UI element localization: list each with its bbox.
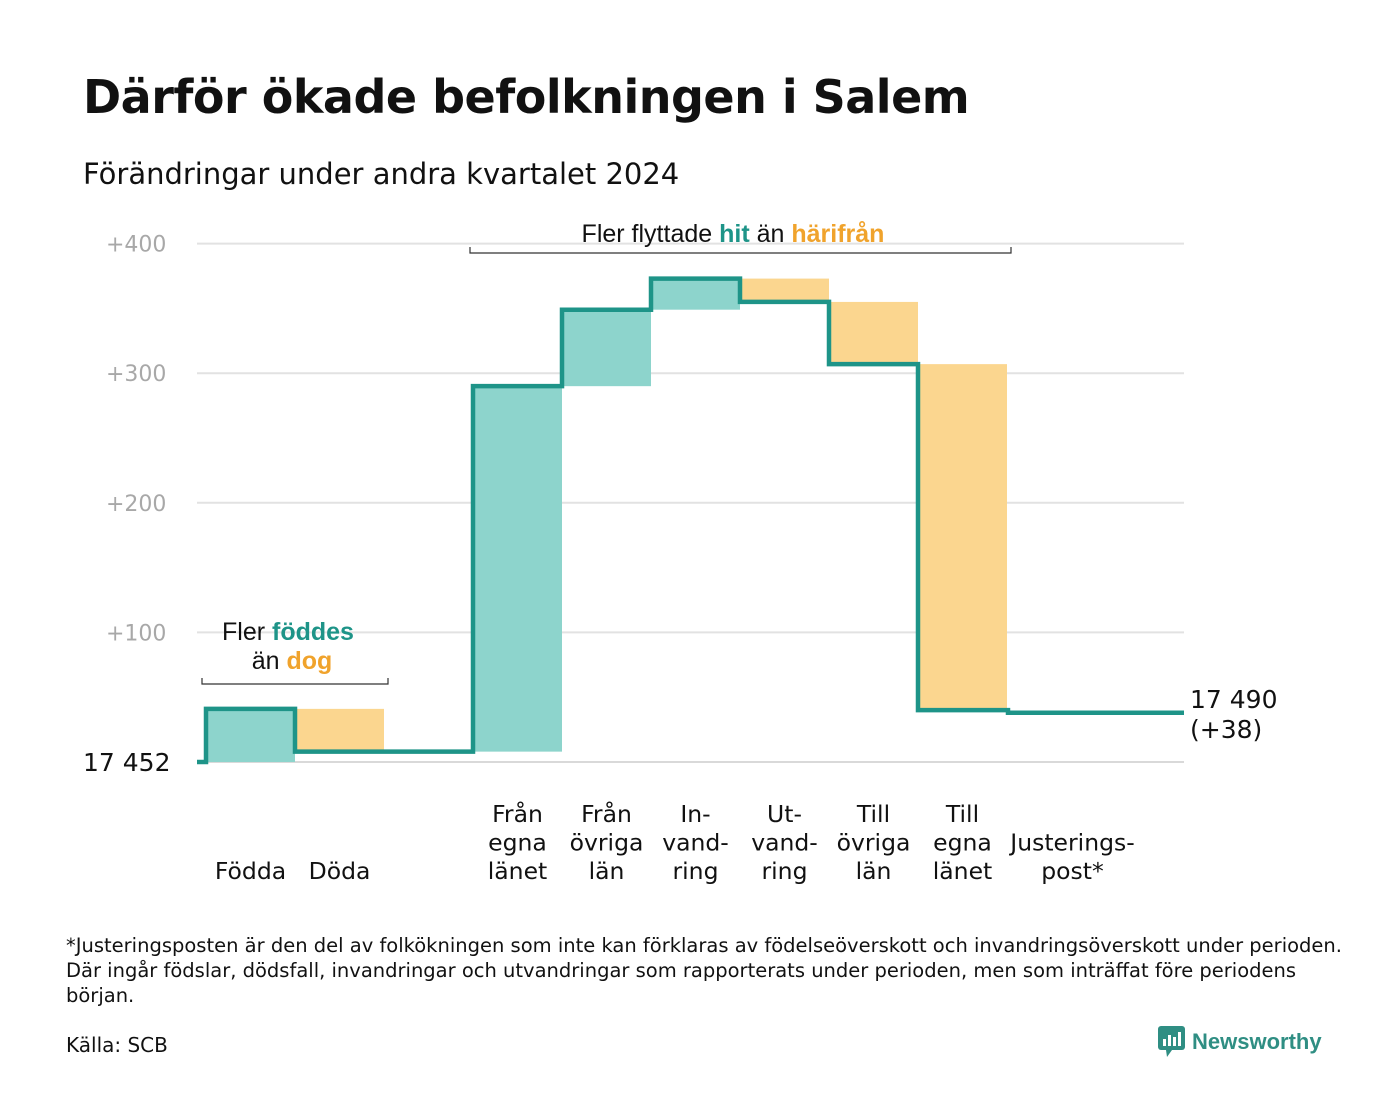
category-label: län bbox=[589, 857, 625, 885]
newsworthy-logo: Newsworthy bbox=[1158, 1026, 1322, 1058]
y-tick-label: +300 bbox=[106, 362, 166, 387]
category-label: Justerings- bbox=[1008, 829, 1134, 857]
y-tick-label: +400 bbox=[106, 233, 166, 258]
y-tick-label: +200 bbox=[106, 492, 166, 517]
category-label: post* bbox=[1041, 857, 1104, 885]
category-label: Till bbox=[945, 800, 979, 828]
annotation-bracket bbox=[469, 247, 1012, 254]
category-label: vand- bbox=[662, 829, 729, 857]
category-label: länet bbox=[933, 857, 993, 885]
annotation-bracket bbox=[201, 678, 389, 685]
end-change-label: (+38) bbox=[1190, 715, 1262, 744]
category-label: ring bbox=[761, 857, 807, 885]
category-label: Födda bbox=[215, 857, 286, 885]
newsworthy-logo-icon bbox=[1158, 1026, 1185, 1057]
waterfall-chart: +100 +200 +300 +400 17 452 17 490(+38) Födda D… bbox=[83, 220, 1277, 885]
brand-name: Newsworthy bbox=[1192, 1029, 1322, 1054]
annotation-births: Fler föddes bbox=[222, 618, 354, 646]
waterfall-bar bbox=[651, 278, 740, 310]
category-label: egna bbox=[488, 829, 547, 857]
waterfall-bar bbox=[473, 386, 562, 752]
end-value-label: 17 490 bbox=[1190, 685, 1277, 714]
annotation-deaths: än dog bbox=[252, 647, 333, 675]
page-title: Därför ökade befolkningen i Salem bbox=[83, 70, 970, 124]
start-value-label: 17 452 bbox=[83, 748, 170, 777]
category-label: ring bbox=[672, 857, 718, 885]
waterfall-bar bbox=[829, 301, 918, 365]
waterfall-bar bbox=[562, 309, 651, 387]
waterfall-bar bbox=[740, 278, 829, 302]
category-label: län bbox=[856, 857, 892, 885]
category-label: Döda bbox=[309, 857, 371, 885]
page-subtitle: Förändringar under andra kvartalet 2024 bbox=[83, 157, 680, 191]
annotation-migration: Fler flyttade hit än härifrån bbox=[582, 220, 885, 248]
category-label: Till bbox=[856, 800, 890, 828]
category-label: länet bbox=[488, 857, 548, 885]
waterfall-bar bbox=[918, 364, 1007, 711]
waterfall-bar bbox=[206, 708, 295, 762]
category-label: In- bbox=[680, 800, 710, 828]
category-label: övriga bbox=[837, 829, 911, 857]
category-label: vand- bbox=[751, 829, 818, 857]
category-label: egna bbox=[933, 829, 992, 857]
y-tick-label: +100 bbox=[106, 621, 166, 646]
footnote: *Justeringsposten är den del av folkökni… bbox=[66, 934, 1342, 1007]
category-label: Från bbox=[581, 800, 632, 828]
waterfall-bar bbox=[295, 708, 384, 752]
category-label: övriga bbox=[570, 829, 644, 857]
running-total-line bbox=[197, 276, 1184, 765]
source-note: Källa: SCB bbox=[66, 1033, 168, 1057]
category-label: Ut- bbox=[767, 800, 802, 828]
category-label: Från bbox=[492, 800, 543, 828]
